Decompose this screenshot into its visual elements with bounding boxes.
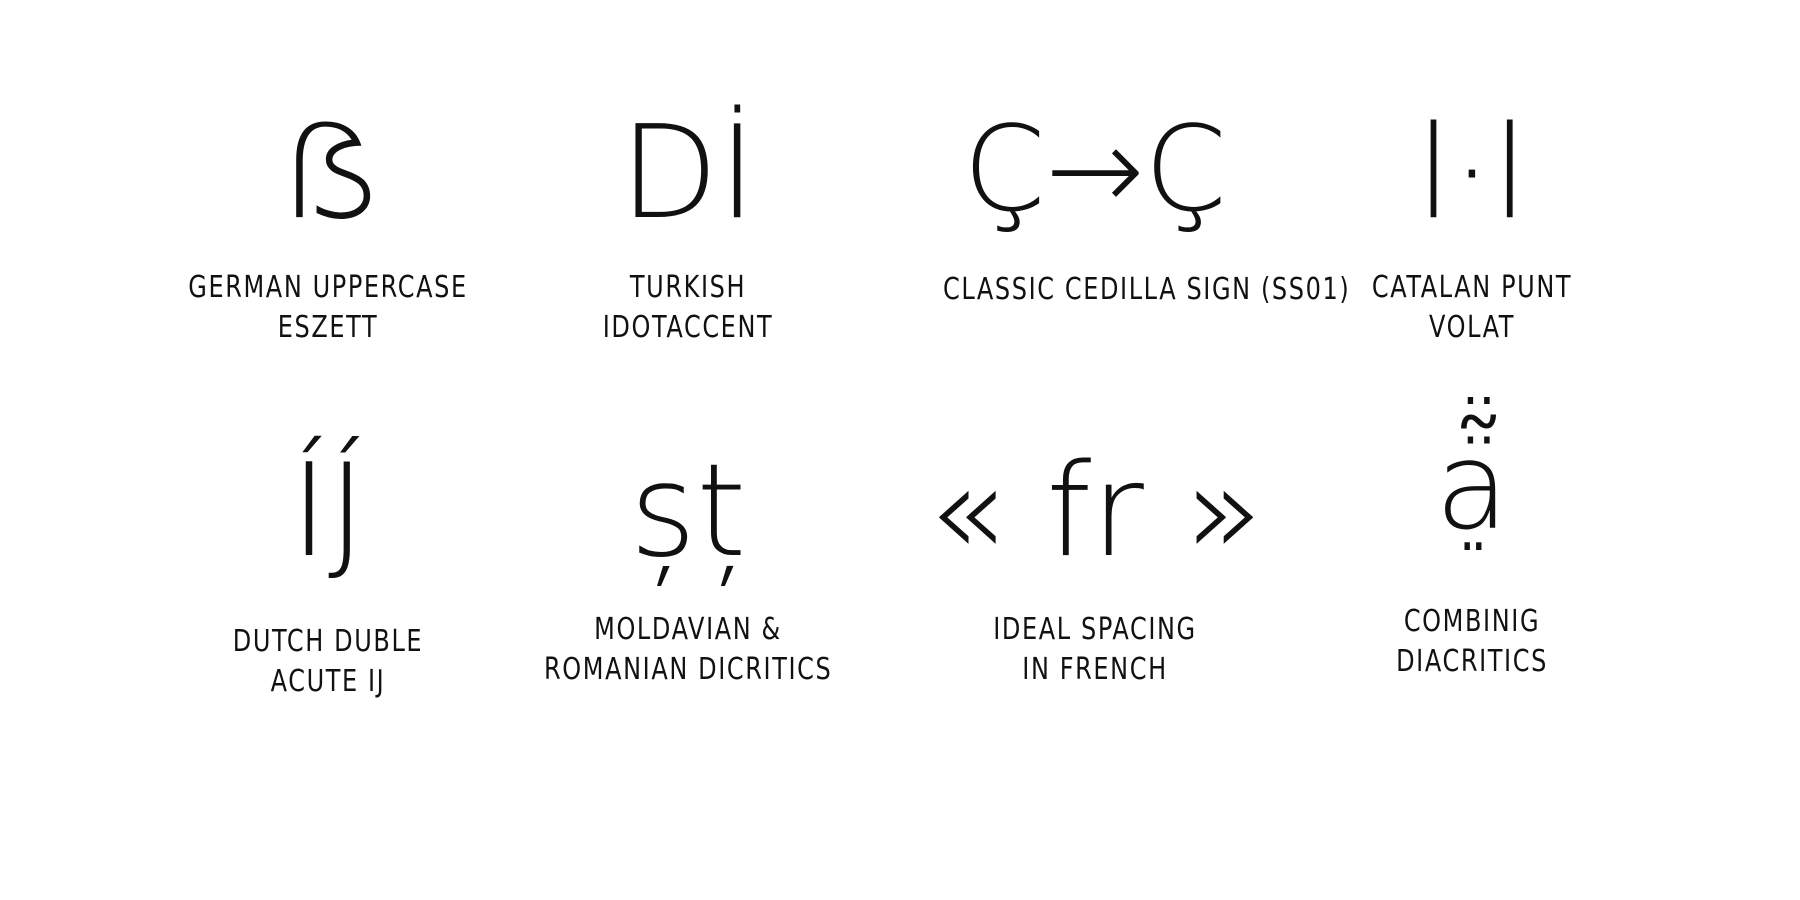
label-line: TURKISH: [629, 270, 747, 305]
glyph-comma-below: șț: [629, 437, 747, 586]
feature-label: CLASSIC CEDILLA SIGN (SS01): [943, 270, 1351, 310]
label-line: IDEAL SPACING: [993, 612, 1197, 647]
label-line: COMBINIG: [1403, 604, 1541, 639]
feature-romanian-diacritics: șț MOLDAVIAN & ROMANIAN DICRITICS: [508, 448, 868, 690]
glyph-guillemets-fr: « fr »: [927, 437, 1263, 586]
label-line: CLASSIC CEDILLA SIGN (SS01): [943, 272, 1351, 307]
feature-label: TURKISH IDOTACCENT: [544, 268, 832, 348]
label-line: GERMAN UPPERCASE: [188, 270, 468, 305]
feature-label: MOLDAVIAN & ROMANIAN DICRITICS: [544, 610, 832, 690]
glyph-cedilla-comparison: Ç→Ç: [963, 100, 1227, 238]
label-line: IN FRENCH: [1022, 652, 1168, 687]
glyph-stacked-diacritics: ạ̣̈̃̈: [1435, 418, 1509, 557]
label-line: VOLAT: [1428, 310, 1516, 345]
feature-label: IDEAL SPACING IN FRENCH: [951, 610, 1239, 690]
glyph-acute-ij: ÍJ́: [290, 437, 366, 586]
glyph-uppercase-eszett: ẞ: [278, 99, 378, 248]
feature-label: COMBINIG DIACRITICS: [1328, 602, 1616, 682]
feature-dutch-acute-ij: ÍJ́ DUTCH DUBLE ACUTE IJ: [148, 448, 508, 702]
feature-french-spacing: « fr » IDEAL SPACING IN FRENCH: [915, 448, 1275, 690]
feature-german-eszett: ẞ GERMAN UPPERCASE ESZETT: [148, 110, 508, 348]
feature-label: DUTCH DUBLE ACUTE IJ: [184, 622, 472, 702]
feature-classic-cedilla: Ç→Ç CLASSIC CEDILLA SIGN (SS01): [905, 100, 1351, 310]
feature-label: CATALAN PUNT VOLAT: [1328, 268, 1616, 348]
label-line: CATALAN PUNT: [1371, 270, 1573, 305]
feature-turkish-idotaccent: Dİ TURKISH IDOTACCENT: [508, 110, 868, 348]
label-line: IDOTACCENT: [602, 310, 774, 345]
label-line: MOLDAVIAN &: [594, 612, 782, 647]
feature-catalan-punt-volat: l·l CATALAN PUNT VOLAT: [1292, 110, 1652, 348]
label-line: ESZETT: [277, 310, 379, 345]
label-line: ROMANIAN DICRITICS: [544, 652, 833, 687]
label-line: DUTCH DUBLE: [232, 624, 424, 659]
label-line: ACUTE IJ: [270, 664, 386, 699]
feature-label: GERMAN UPPERCASE ESZETT: [184, 268, 472, 348]
label-line: DIACRITICS: [1396, 644, 1548, 679]
glyph-turkish-i-dot: Dİ: [619, 99, 757, 248]
glyph-punt-volat: l·l: [1416, 99, 1528, 248]
feature-combining-diacritics: ạ̣̈̃̈ COMBINIG DIACRITICS: [1292, 428, 1652, 682]
